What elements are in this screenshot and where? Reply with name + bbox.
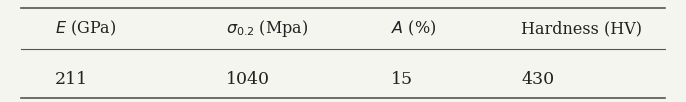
- Text: 15: 15: [391, 71, 413, 88]
- Text: 211: 211: [55, 71, 88, 88]
- Text: $E$ (GPa): $E$ (GPa): [55, 19, 117, 38]
- Text: $\sigma_{0.2}$ (Mpa): $\sigma_{0.2}$ (Mpa): [226, 18, 309, 39]
- Text: Hardness (HV): Hardness (HV): [521, 20, 642, 37]
- Text: $A$ (%): $A$ (%): [391, 19, 436, 38]
- Text: 430: 430: [521, 71, 554, 88]
- Text: 1040: 1040: [226, 71, 270, 88]
